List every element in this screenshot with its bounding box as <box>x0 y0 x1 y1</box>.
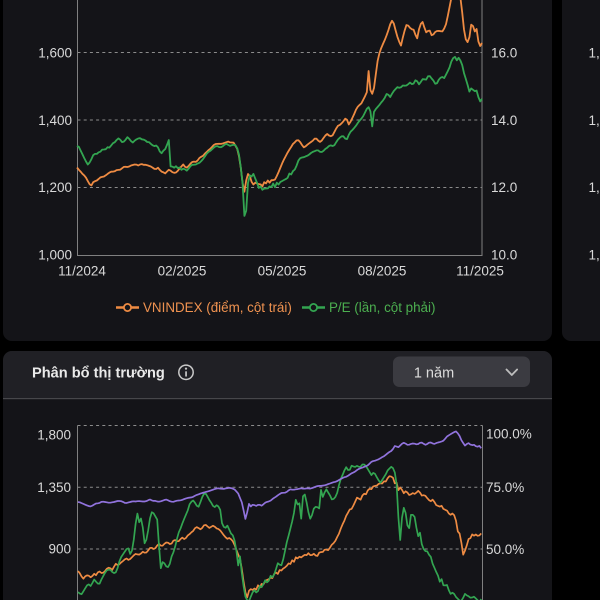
svg-text:Phân bổ thị trường: Phân bổ thị trường <box>32 366 165 382</box>
svg-text:1,400: 1,400 <box>38 113 72 128</box>
svg-text:VNINDEX (điểm, cột trái): VNINDEX (điểm, cột trái) <box>143 300 292 315</box>
svg-text:100.0%: 100.0% <box>486 427 532 442</box>
svg-text:10.0: 10.0 <box>491 248 517 263</box>
svg-text:1,000: 1,000 <box>38 248 72 263</box>
svg-text:1,400: 1,400 <box>589 113 600 128</box>
svg-text:12.0: 12.0 <box>491 180 517 195</box>
svg-text:11/2025: 11/2025 <box>456 264 504 279</box>
svg-text:50.0%: 50.0% <box>486 542 524 557</box>
svg-text:05/2025: 05/2025 <box>258 264 307 279</box>
svg-text:14.0: 14.0 <box>491 113 517 128</box>
svg-text:11/2024: 11/2024 <box>58 264 106 279</box>
svg-text:1,800: 1,800 <box>37 428 71 443</box>
svg-text:1 năm: 1 năm <box>414 365 454 381</box>
svg-text:1,000: 1,000 <box>589 248 600 263</box>
svg-text:75.0%: 75.0% <box>486 480 524 495</box>
svg-text:900: 900 <box>48 542 71 557</box>
svg-text:1,200: 1,200 <box>38 180 72 195</box>
svg-text:P/E (lần, cột phải): P/E (lần, cột phải) <box>329 300 435 315</box>
svg-text:1,350: 1,350 <box>37 480 71 495</box>
svg-text:1,600: 1,600 <box>589 46 600 61</box>
svg-text:1,200: 1,200 <box>589 180 600 195</box>
svg-text:1,600: 1,600 <box>38 46 72 61</box>
svg-text:08/2025: 08/2025 <box>358 264 407 279</box>
svg-text:02/2025: 02/2025 <box>158 264 207 279</box>
svg-text:16.0: 16.0 <box>491 46 517 61</box>
